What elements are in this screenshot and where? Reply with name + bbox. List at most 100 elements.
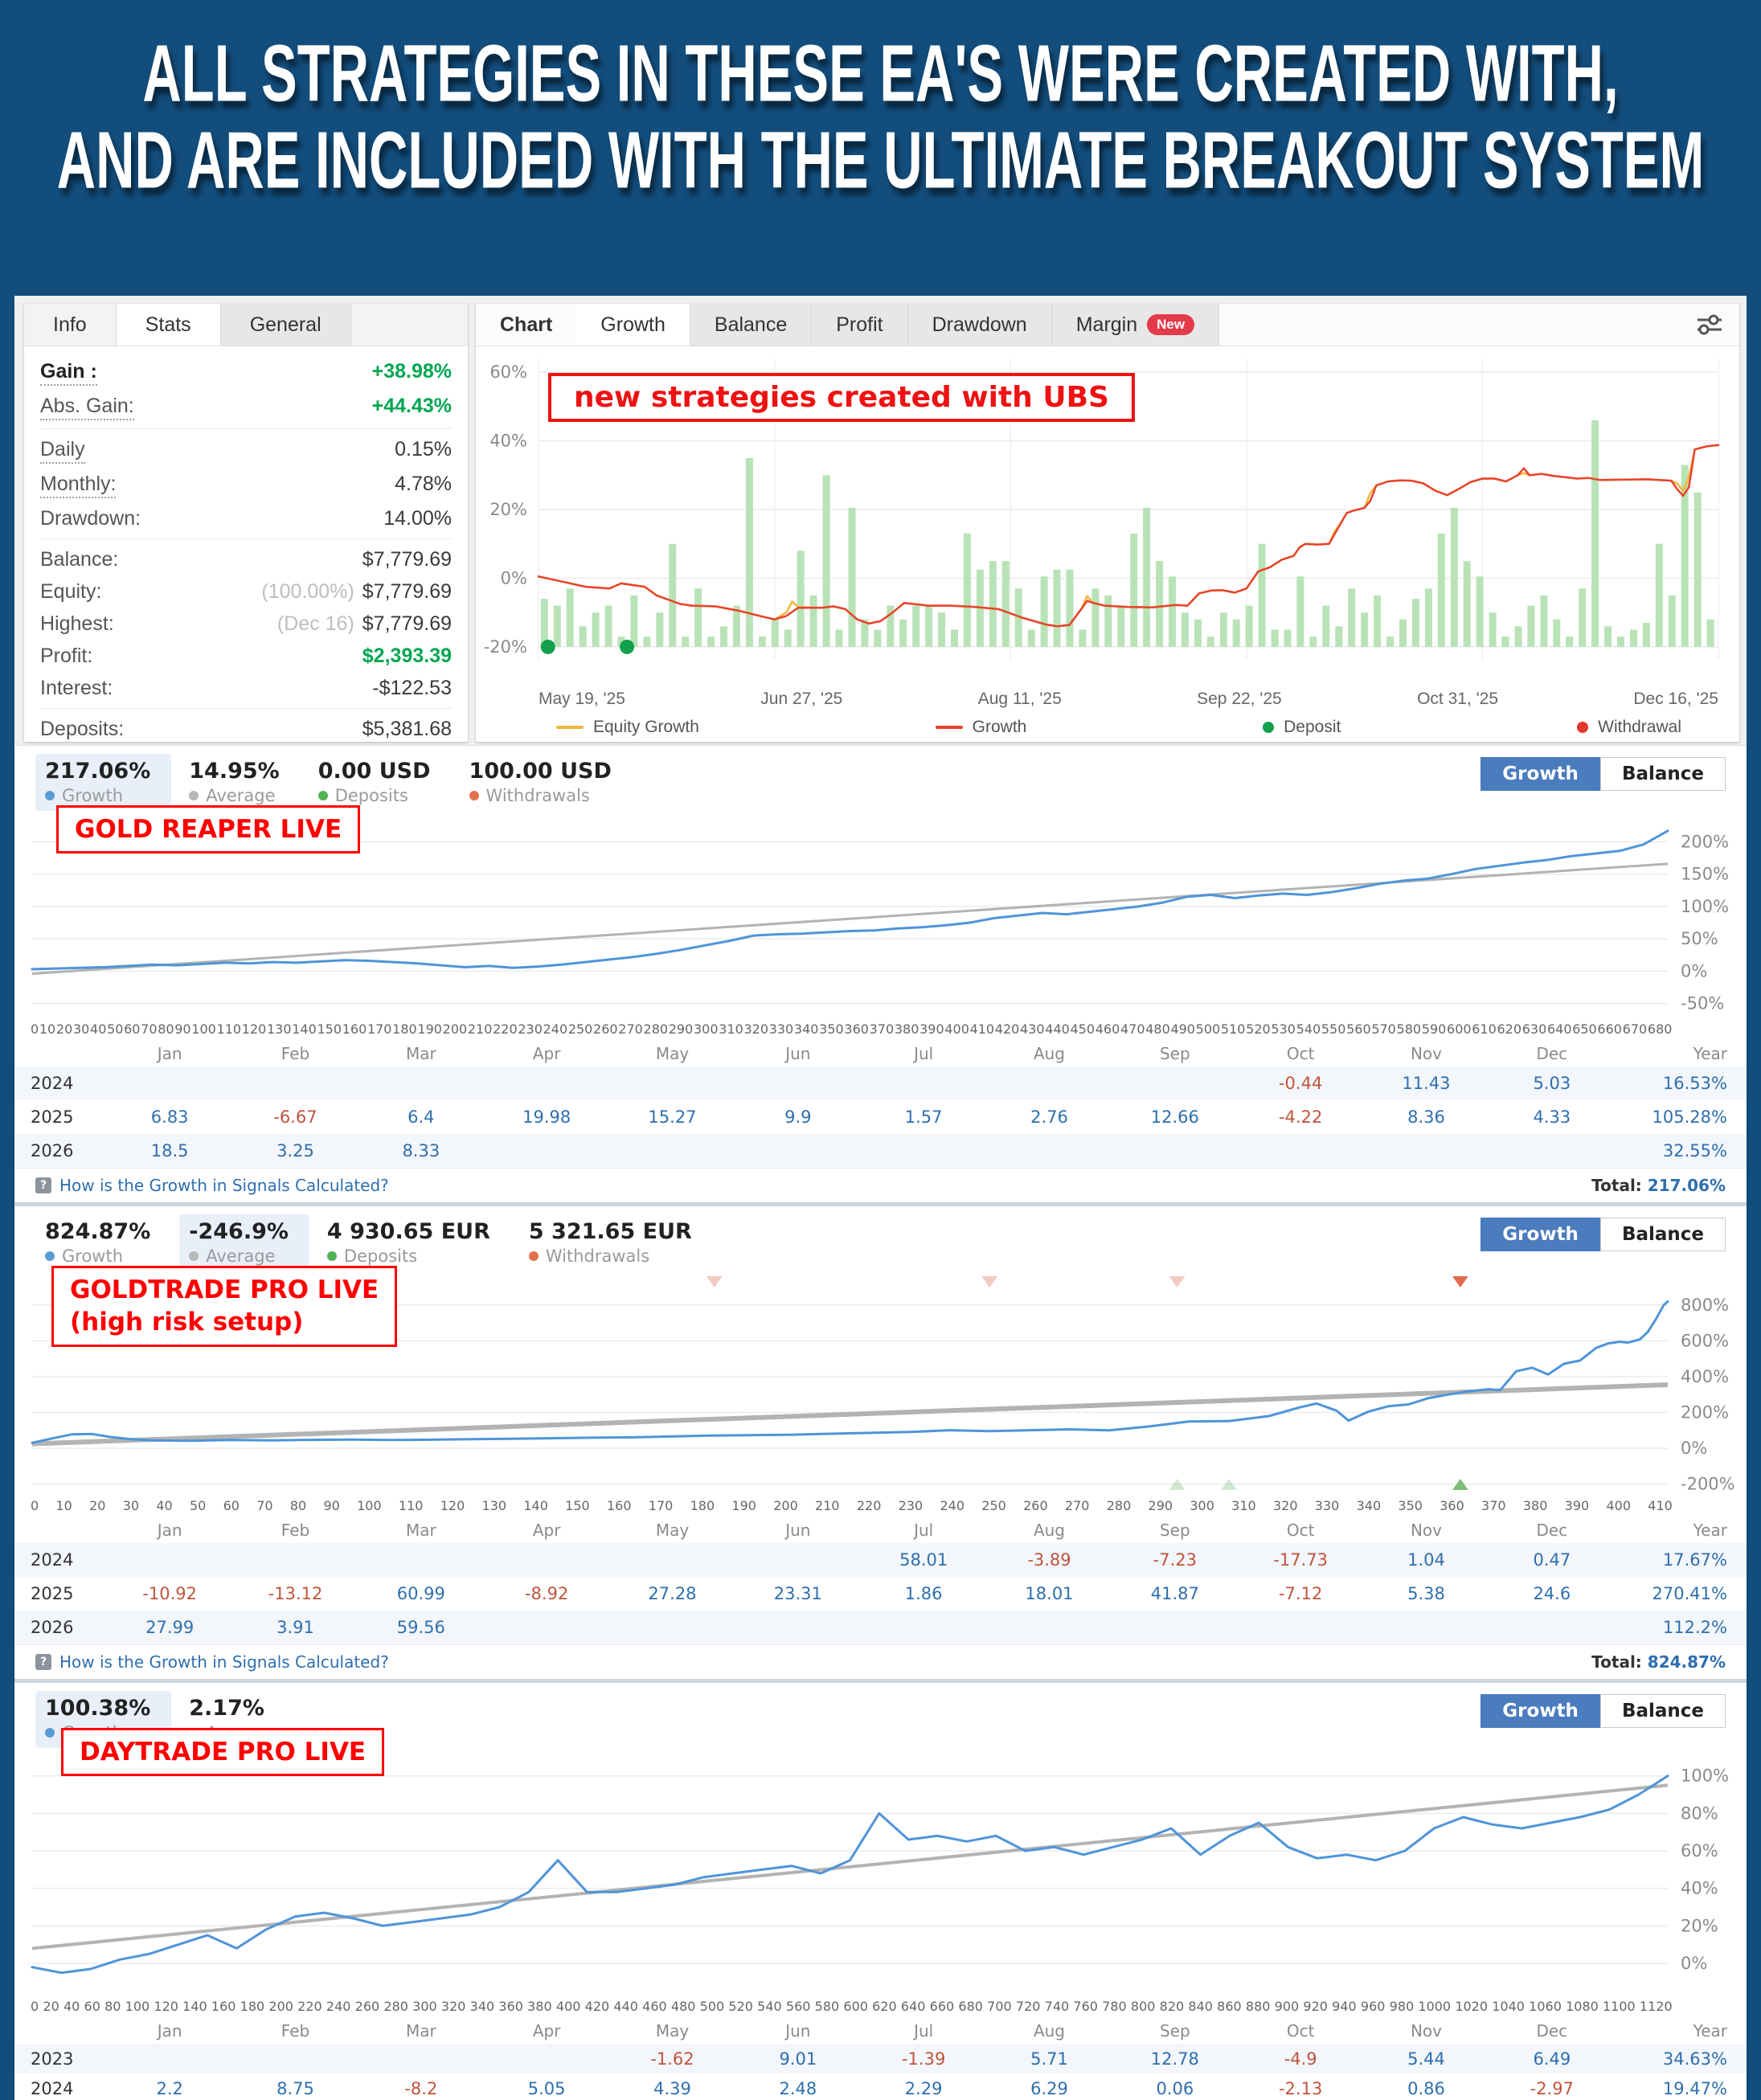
growth-calculation-link[interactable]: ? How is the Growth in Signals Calculated… <box>35 1176 389 1195</box>
x-tick: 1000 <box>1418 1999 1452 2014</box>
x-tick: 800 <box>1130 1999 1156 2014</box>
chart-tab-profit[interactable]: Profit <box>812 304 908 346</box>
chart-tab-margin[interactable]: Margin New <box>1051 304 1220 346</box>
svg-text:0%: 0% <box>1681 961 1707 980</box>
x-tick: 640 <box>900 1999 926 2014</box>
monthly-return-cell: 0.06 <box>1156 2078 1194 2098</box>
x-tick: 30 <box>122 1498 140 1513</box>
month-header: Jun <box>785 1521 811 1540</box>
monthly-return-cell: 24.6 <box>1533 1584 1571 1603</box>
stats-label: Equity: <box>40 579 102 603</box>
fx-stat-average: -246.9% Average <box>179 1214 309 1271</box>
x-tick: 410 <box>969 1021 995 1037</box>
svg-text:80%: 80% <box>1681 1803 1718 1823</box>
month-header: Oct <box>1286 1521 1315 1540</box>
x-tick: 60 <box>84 1999 100 2014</box>
month-header: Apr <box>532 2021 561 2041</box>
x-tick: 660 <box>1597 1021 1622 1037</box>
x-tick: 300 <box>693 1021 719 1037</box>
x-tick: 210 <box>467 1021 493 1037</box>
x-tick: 80 <box>289 1498 307 1513</box>
x-tick: 40 <box>156 1498 173 1513</box>
monthly-return-cell: 2.48 <box>779 2078 817 2098</box>
growth-calculation-link[interactable]: ? How is the Growth in Signals Calculated… <box>35 1652 389 1672</box>
fx-stat-label: Growth <box>45 786 150 805</box>
x-tick: 270 <box>618 1021 643 1037</box>
x-tick: 150 <box>565 1498 590 1513</box>
fx-stat-growth: 217.06% Growth <box>35 754 172 811</box>
svg-text:0%: 0% <box>1681 1954 1707 1973</box>
x-tick: 60 <box>124 1021 141 1037</box>
x-tick: 20 <box>43 1999 59 2014</box>
x-tick: 880 <box>1245 1999 1271 2014</box>
x-tick: 250 <box>981 1498 1006 1513</box>
fx-growth-button[interactable]: Growth <box>1480 1218 1600 1251</box>
x-tick: 290 <box>1148 1498 1173 1513</box>
x-tick: 0 <box>31 1021 39 1037</box>
fx-balance-button[interactable]: Balance <box>1599 757 1726 791</box>
x-axis-date-label: Oct 31, '25 <box>1417 690 1498 708</box>
fx-widget-0: 217.06% Growth 14.95% Average 0.00 USD D… <box>14 746 1747 1202</box>
monthly-return-cell: 0.86 <box>1407 2078 1445 2098</box>
fx-view-toggle: Growth Balance <box>1480 1218 1726 1251</box>
monthly-return-cell: -10.92 <box>142 1584 198 1603</box>
x-tick: 1100 <box>1603 1999 1636 2014</box>
spacer <box>31 2021 107 2041</box>
x-tick: 140 <box>292 1021 317 1037</box>
x-tick: 430 <box>1020 1021 1045 1037</box>
x-tick: 180 <box>392 1021 417 1037</box>
x-tick: 140 <box>182 1999 207 2014</box>
fx-stat-value: -246.9% <box>189 1219 289 1244</box>
x-tick: 310 <box>719 1021 743 1037</box>
stats-tab-general[interactable]: General <box>220 304 351 346</box>
chart-tab-balance[interactable]: Balance <box>690 304 813 346</box>
fx-growth-button[interactable]: Growth <box>1480 1694 1600 1728</box>
monthly-return-cell: 12.66 <box>1150 1107 1199 1127</box>
monthly-return-cell: 18.5 <box>150 1141 189 1161</box>
legend-label: Equity Growth <box>593 718 699 736</box>
chart-tab-chart[interactable]: Chart <box>500 313 553 336</box>
month-header: Nov <box>1410 2021 1443 2041</box>
chart-tab-growth[interactable]: Growth <box>576 304 690 346</box>
filter-settings-icon[interactable] <box>1696 313 1723 336</box>
x-tick: 420 <box>584 1999 610 2014</box>
row-year: 2026 <box>31 1618 74 1637</box>
svg-text:40%: 40% <box>1681 1879 1718 1898</box>
stats-tab-info[interactable]: Info <box>24 304 117 346</box>
fx-widget-1: 824.87% Growth -246.9% Average 4 930.65 … <box>14 1202 1747 1679</box>
row-year: 2024 <box>31 1550 74 1570</box>
month-header: Dec <box>1536 2021 1568 2041</box>
stats-label: Monthly: <box>40 473 117 498</box>
stats-tab-stats[interactable]: Stats <box>116 304 221 346</box>
stats-row: Interest: -$122.53 <box>40 672 452 704</box>
month-header: May <box>655 1521 690 1540</box>
fx-chart-area: 100% 80% 60% 40% 20% 0% <box>19 1748 1742 1999</box>
stat-dot-icon <box>469 791 479 800</box>
info-icon: ? <box>35 1654 51 1670</box>
month-header: Feb <box>281 2021 310 2041</box>
x-tick: 540 <box>757 1999 782 2014</box>
x-tick: 1120 <box>1639 1999 1673 2014</box>
x-tick: 320 <box>1272 1498 1298 1513</box>
monthly-return-cell: -4.22 <box>1278 1107 1323 1127</box>
x-tick: 550 <box>1321 1021 1346 1037</box>
x-tick: 40 <box>90 1021 107 1037</box>
year-total-cell: 112.2% <box>1662 1618 1727 1637</box>
month-header: Oct <box>1286 1044 1315 1063</box>
fx-balance-button[interactable]: Balance <box>1599 1218 1726 1251</box>
x-tick: 10 <box>55 1498 72 1513</box>
x-tick: 200 <box>268 1999 293 2014</box>
stats-row: Equity: (100.00%) $7,779.69 <box>40 575 452 608</box>
fx-x-axis-ticks: 0 20 40 60 80 100 120 140 160 180 200 220 240 260 280 3… <box>31 1999 1673 2014</box>
fx-growth-button[interactable]: Growth <box>1480 757 1600 791</box>
x-tick: 480 <box>1145 1021 1170 1037</box>
stats-row: Highest: (Dec 16) $7,779.69 <box>40 608 452 640</box>
x-tick: 220 <box>493 1021 518 1037</box>
chart-tab-drawdown[interactable]: Drawdown <box>907 304 1052 346</box>
x-tick: 340 <box>469 1999 495 2014</box>
fx-stat-withdrawals: 5 321.65 EUR Withdrawals <box>519 1214 713 1271</box>
monthly-return-cell: 9.9 <box>784 1107 812 1127</box>
fx-balance-button[interactable]: Balance <box>1599 1694 1726 1728</box>
fx-widget-footer: ? How is the Growth in Signals Calculated… <box>14 1168 1747 1202</box>
x-tick: 400 <box>1606 1498 1631 1513</box>
